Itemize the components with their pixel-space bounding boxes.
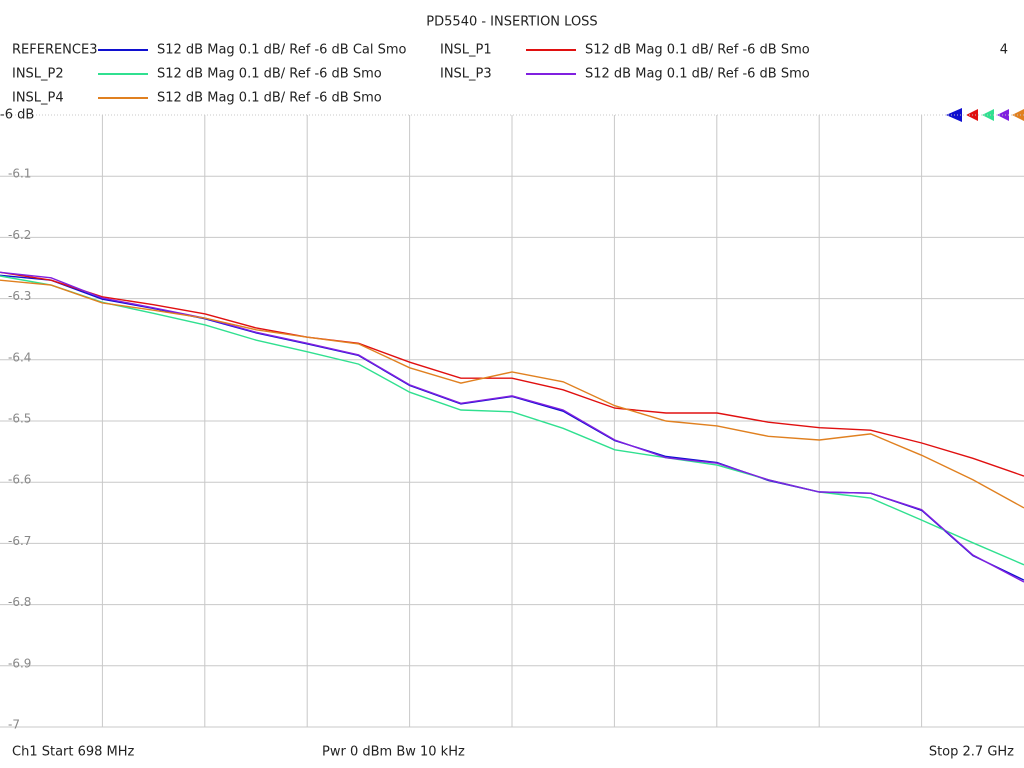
y-tick-label: -6.4: [8, 350, 31, 364]
legend-description: S12 dB Mag 0.1 dB/ Ref -6 dB Smo: [157, 91, 382, 106]
legend-description: S12 dB Mag 0.1 dB/ Ref -6 dB Smo: [157, 67, 382, 82]
y-tick-label: -6.9: [8, 656, 31, 670]
chart-title: PD5540 - INSERTION LOSS: [426, 15, 597, 30]
legend-name: REFERENCE3: [12, 43, 97, 58]
trace: [0, 271, 1024, 583]
legend-description: S12 dB Mag 0.1 dB/ Ref -6 dB Cal Smo: [157, 43, 407, 58]
y-tick-label: -6.5: [8, 412, 31, 426]
trace: [0, 279, 1024, 509]
y-tick-label: -6.2: [8, 228, 31, 242]
legend-description: S12 dB Mag 0.1 dB/ Ref -6 dB Smo: [585, 67, 810, 82]
trace: [0, 275, 1024, 566]
y-tick-label: -6 dB: [0, 108, 34, 123]
legend-name: INSL_P4: [12, 91, 64, 106]
y-tick-label: -6.7: [8, 534, 31, 548]
legend-name: INSL_P2: [12, 67, 64, 82]
y-tick-label: -6.3: [8, 289, 31, 303]
footer-stop: Stop 2.7 GHz: [929, 745, 1014, 760]
y-tick-label: -6.8: [8, 595, 31, 609]
channel-count: 4: [1000, 43, 1008, 58]
y-tick-label: -6.6: [8, 473, 31, 487]
footer-power: Pwr 0 dBm Bw 10 kHz: [322, 745, 465, 760]
y-tick-label: -6.1: [8, 167, 31, 181]
legend-description: S12 dB Mag 0.1 dB/ Ref -6 dB Smo: [585, 43, 810, 58]
footer-start: Ch1 Start 698 MHz: [12, 745, 135, 760]
trace: [0, 271, 1024, 477]
legend-name: INSL_P3: [440, 67, 492, 82]
y-tick-label: -7: [8, 718, 20, 732]
legend-name: INSL_P1: [440, 43, 492, 58]
